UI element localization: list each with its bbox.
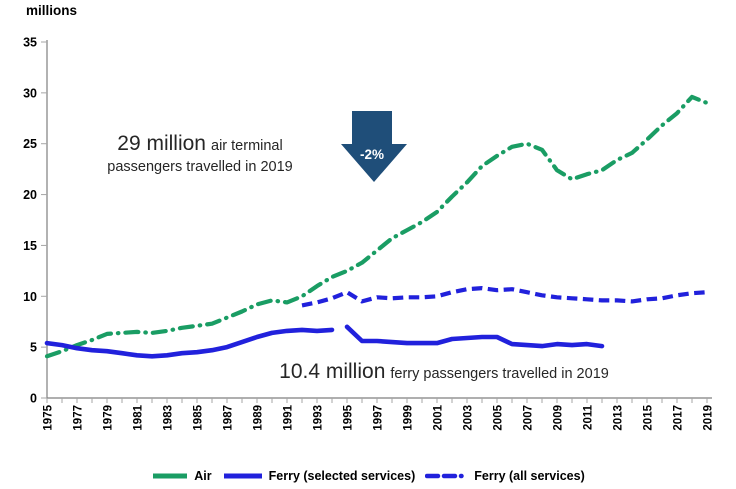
- ferry-selected-line-swatch-icon: [223, 473, 262, 479]
- series-segment: [301, 286, 708, 308]
- x-tick-label: 1983: [163, 405, 175, 431]
- air-line-swatch-icon: [153, 473, 188, 479]
- y-tick-label: 10: [23, 290, 37, 304]
- y-tick-label: 30: [23, 86, 37, 100]
- legend-label-ferry-selected: Ferry (selected services): [268, 469, 416, 483]
- y-axis-ticks: 0 5 10 15 20 25 30 35: [23, 36, 47, 406]
- chart-legend: Air Ferry (selected services) Ferry (all…: [0, 469, 736, 483]
- y-tick-label: 25: [23, 137, 37, 151]
- x-tick-label: 1997: [373, 405, 385, 431]
- x-tick-label: 2011: [583, 404, 595, 430]
- series-segment: [44, 94, 710, 359]
- x-tick-label: 1989: [253, 405, 265, 431]
- y-axis-unit-label: millions: [26, 3, 78, 18]
- x-tick-label: 1975: [43, 404, 55, 430]
- series-segment: [44, 327, 335, 359]
- legend-item-ferry-selected: Ferry (selected services): [222, 469, 416, 483]
- x-tick-label: 1993: [313, 405, 325, 431]
- series-line-ferry-selected-services: [44, 324, 605, 359]
- x-tick-label: 1991: [283, 404, 295, 430]
- y-tick-label: 20: [23, 188, 37, 202]
- x-tick-label: 2009: [553, 405, 565, 431]
- x-tick-label: 1987: [223, 405, 235, 431]
- y-tick-label: 35: [23, 36, 37, 50]
- decrease-arrow-label: -2%: [359, 147, 384, 162]
- ferry-all-line-swatch-icon: [425, 473, 470, 479]
- x-tick-label: 2005: [493, 404, 505, 430]
- axes: [46, 40, 712, 399]
- x-tick-label: 1977: [73, 405, 85, 431]
- x-tick-label: 2015: [643, 404, 655, 430]
- x-tick-label: 1985: [193, 404, 205, 430]
- legend-label-ferry-all: Ferry (all services): [474, 469, 585, 483]
- down-arrow-icon: [341, 111, 407, 182]
- x-tick-label: 2013: [613, 405, 625, 431]
- y-tick-label: 15: [23, 239, 37, 253]
- series-line-ferry-all-services: [301, 286, 708, 308]
- legend-item-ferry-all: Ferry (all services): [425, 469, 585, 483]
- air-annotation-text: air terminal: [211, 138, 283, 154]
- x-tick-label: 2001: [433, 404, 445, 430]
- y-tick-label: 5: [30, 341, 37, 355]
- x-tick-label: 1999: [403, 405, 415, 431]
- legend-label-air: Air: [194, 469, 212, 483]
- down-arrow-shape: [341, 111, 407, 182]
- air-annotation-highlight: 29 million: [117, 132, 206, 155]
- ferry-annotation: 10.4 million ferry passengers travelled i…: [248, 360, 640, 384]
- x-tick-label: 1979: [103, 405, 115, 431]
- x-tick-label: 2017: [673, 405, 685, 431]
- series-line-air: [44, 94, 710, 359]
- legend-item-air: Air: [151, 469, 212, 483]
- ferry-annotation-highlight: 10.4 million: [279, 360, 386, 383]
- x-tick-label: 2019: [703, 405, 715, 431]
- x-tick-label: 1995: [343, 404, 355, 430]
- x-tick-label: 1981: [133, 404, 145, 430]
- decrease-arrow: -2%: [338, 109, 410, 187]
- x-tick-label: 2007: [523, 405, 535, 431]
- series-segment: [344, 324, 605, 349]
- x-tick-label: 2003: [463, 405, 475, 431]
- air-annotation: 29 million air terminal passengers travel…: [88, 131, 312, 177]
- x-axis-ticks: 1975 1977 1979 1981 1983 1985 1987 1989 1991 1993…: [43, 398, 715, 431]
- ferry-annotation-text: ferry passengers travelled in 2019: [390, 366, 609, 382]
- y-tick-label: 0: [30, 392, 37, 406]
- air-annotation-line2: passengers travelled in 2019: [107, 159, 293, 176]
